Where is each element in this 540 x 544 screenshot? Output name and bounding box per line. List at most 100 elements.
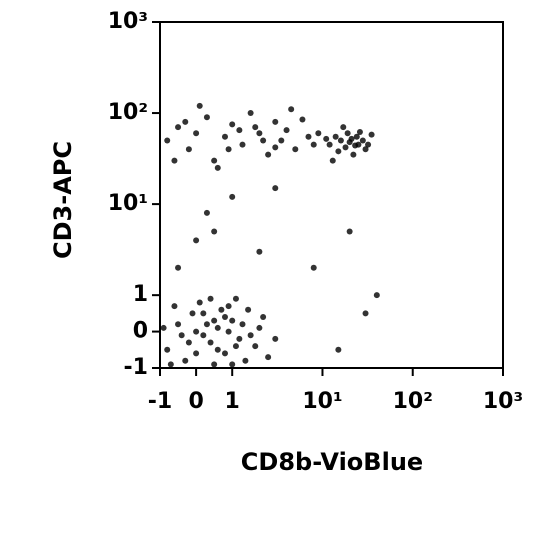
event-dot [229, 361, 236, 368]
event-dot [203, 321, 210, 328]
event-dot [337, 137, 344, 144]
event-dot [335, 346, 342, 353]
event-dot [171, 303, 178, 310]
event-dot [175, 321, 182, 328]
y-axis-title: CD3-APC [49, 141, 77, 259]
y-tick-label: 0 [133, 319, 148, 344]
event-dot [283, 127, 290, 134]
y-tick-label: 1 [133, 282, 148, 307]
event-dot [362, 146, 369, 153]
x-tick-label: -1 [148, 389, 172, 414]
y-tick-label: -1 [124, 355, 148, 380]
event-dot [365, 141, 372, 148]
event-dot [265, 354, 272, 361]
event-dot [211, 157, 218, 164]
event-dot [292, 146, 299, 153]
event-dot [196, 102, 203, 109]
event-dot [368, 131, 375, 138]
y-tick-label: 10² [108, 100, 148, 125]
event-dot [232, 295, 239, 302]
event-dot [332, 133, 339, 140]
x-axis-title: CD8b-VioBlue [241, 448, 423, 476]
event-dot [299, 116, 306, 123]
event-dot [252, 124, 259, 131]
event-dot [329, 157, 336, 164]
x-tick-label: 1 [225, 389, 240, 414]
event-dot [260, 137, 267, 144]
event-dot [189, 310, 196, 317]
event-dot [232, 343, 239, 350]
event-dot [256, 130, 263, 137]
event-dot [340, 124, 347, 131]
event-dot [344, 130, 351, 137]
event-dot [236, 127, 243, 134]
event-dot [272, 335, 279, 342]
x-tick-label: 10¹ [302, 389, 342, 414]
event-dot [211, 361, 218, 368]
event-dot [167, 361, 174, 368]
event-dot [348, 135, 355, 142]
event-dot [242, 357, 249, 364]
event-dot [185, 146, 192, 153]
event-dot [193, 328, 200, 335]
x-tick-label: 0 [188, 389, 203, 414]
event-dot [323, 135, 330, 142]
event-dot [278, 137, 285, 144]
event-dot [196, 299, 203, 306]
event-dot [207, 295, 214, 302]
event-dot [221, 350, 228, 357]
event-dot [164, 137, 171, 144]
event-dot [353, 133, 360, 140]
event-dot [356, 128, 363, 135]
event-dot [350, 151, 357, 158]
event-dot [193, 350, 200, 357]
event-dot [229, 317, 236, 324]
event-dot [310, 141, 317, 148]
event-dot [260, 314, 267, 321]
event-dot [225, 303, 232, 310]
event-dot [182, 357, 189, 364]
event-dot [252, 343, 259, 350]
event-dot [185, 339, 192, 346]
event-dot [221, 314, 228, 321]
event-dot [288, 106, 295, 113]
event-dot [326, 141, 333, 148]
y-tick-label: 10¹ [108, 191, 148, 216]
event-dot [272, 185, 279, 192]
event-dot [342, 144, 349, 151]
event-dot [256, 248, 263, 255]
event-dot [305, 133, 312, 140]
event-dot [239, 141, 246, 148]
event-dot [229, 193, 236, 200]
event-dot [346, 228, 353, 235]
event-dot [221, 133, 228, 140]
event-dot [310, 264, 317, 271]
event-dot [214, 324, 221, 331]
event-dot [265, 151, 272, 158]
x-tick-label: 10² [393, 389, 433, 414]
event-dot [247, 110, 254, 117]
event-dot [203, 114, 210, 121]
event-dot [211, 317, 218, 324]
event-dot [207, 339, 214, 346]
x-tick-label: 10³ [483, 389, 523, 414]
plot-frame [159, 21, 504, 369]
event-dot [225, 328, 232, 335]
event-dot [256, 324, 263, 331]
event-dot [373, 292, 380, 299]
event-dot [315, 130, 322, 137]
event-dot [218, 306, 225, 313]
event-dot [214, 346, 221, 353]
event-dot [245, 306, 252, 313]
event-dot [214, 164, 221, 171]
event-dot [175, 124, 182, 131]
event-dot [239, 321, 246, 328]
event-dot [160, 324, 167, 331]
event-dot [272, 118, 279, 125]
event-dot [175, 264, 182, 271]
event-dot [335, 148, 342, 155]
y-tick-label: 10³ [108, 9, 148, 34]
event-dot [247, 332, 254, 339]
event-dot [171, 157, 178, 164]
